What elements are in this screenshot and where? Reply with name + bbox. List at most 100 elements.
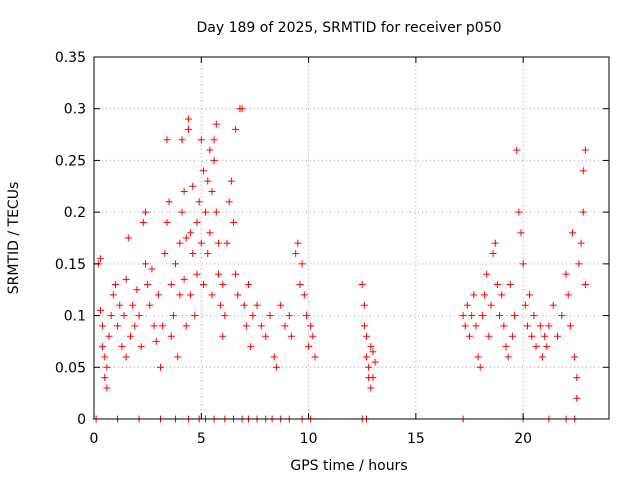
x-tick-label: 5	[197, 431, 206, 447]
data-point	[189, 182, 197, 190]
data-point	[573, 394, 581, 402]
data-point	[187, 291, 195, 299]
data-point	[360, 301, 368, 309]
data-point	[109, 291, 117, 299]
data-point	[193, 270, 201, 278]
data-point	[581, 146, 589, 154]
grid	[94, 57, 609, 419]
data-point	[167, 281, 175, 289]
data-point	[543, 343, 551, 351]
data-point	[472, 322, 480, 330]
data-point	[157, 363, 165, 371]
data-point	[232, 125, 240, 133]
y-tick-label: 0.05	[55, 360, 86, 376]
data-point	[266, 312, 274, 320]
data-point	[474, 353, 482, 361]
data-point	[105, 332, 113, 340]
data-point	[281, 322, 289, 330]
data-point	[212, 120, 220, 128]
data-point	[287, 332, 295, 340]
data-point	[270, 353, 278, 361]
data-point	[483, 270, 491, 278]
data-point	[247, 343, 255, 351]
data-point	[129, 301, 137, 309]
data-point	[363, 353, 371, 361]
data-point	[202, 208, 210, 216]
data-point	[272, 363, 280, 371]
data-point	[538, 353, 546, 361]
data-point	[197, 239, 205, 247]
data-point	[302, 312, 310, 320]
x-tick-label: 10	[300, 431, 318, 447]
data-point	[311, 353, 319, 361]
data-point	[116, 301, 124, 309]
data-point	[461, 322, 469, 330]
data-point	[163, 136, 171, 144]
x-tick-label: 15	[407, 431, 425, 447]
data-point	[489, 250, 497, 258]
data-point	[184, 115, 192, 123]
data-point	[208, 291, 216, 299]
data-point	[131, 322, 139, 330]
data-point	[257, 322, 265, 330]
data-point	[234, 291, 242, 299]
data-point	[371, 358, 379, 366]
data-point	[135, 312, 143, 320]
data-point	[549, 301, 557, 309]
data-point	[161, 250, 169, 258]
y-tick-label: 0.1	[64, 309, 86, 325]
data-point	[99, 322, 107, 330]
data-point	[285, 312, 293, 320]
data-point	[564, 291, 572, 299]
data-point	[463, 301, 471, 309]
data-point	[562, 270, 570, 278]
x-tick-label: 0	[90, 431, 99, 447]
data-point	[159, 322, 167, 330]
data-point	[571, 353, 579, 361]
data-point	[513, 146, 521, 154]
data-point	[358, 281, 366, 289]
data-point	[133, 286, 141, 294]
data-point	[227, 177, 235, 185]
data-point	[579, 208, 587, 216]
data-point	[118, 343, 126, 351]
data-point	[240, 301, 248, 309]
data-point	[195, 198, 203, 206]
data-point	[204, 177, 212, 185]
data-point	[176, 291, 184, 299]
data-point	[519, 260, 527, 268]
y-tick-label: 0.35	[55, 50, 86, 66]
data-point	[242, 322, 250, 330]
data-point	[579, 167, 587, 175]
data-point	[142, 260, 149, 268]
data-point	[101, 374, 109, 382]
data-point	[294, 239, 302, 247]
x-axis-label: GPS time / hours	[290, 458, 407, 474]
data-point	[573, 374, 581, 382]
data-point	[208, 187, 216, 195]
data-point	[545, 322, 553, 330]
data-point	[139, 218, 147, 226]
data-point	[184, 125, 192, 133]
data-point	[101, 353, 109, 361]
data-point	[172, 260, 180, 268]
data-point	[309, 332, 317, 340]
data-point	[191, 312, 199, 320]
data-point	[214, 239, 222, 247]
data-point	[498, 291, 506, 299]
data-point	[305, 343, 313, 351]
data-point	[182, 322, 190, 330]
data-point	[369, 374, 377, 382]
data-point	[476, 363, 484, 371]
data-point	[521, 301, 529, 309]
data-point	[541, 332, 549, 340]
data-point	[517, 229, 525, 237]
data-point	[169, 312, 177, 320]
y-tick-label: 0.3	[64, 102, 86, 118]
data-point	[532, 343, 540, 351]
data-point	[126, 332, 134, 340]
data-point	[146, 301, 154, 309]
data-point	[504, 353, 512, 361]
data-point	[262, 332, 270, 340]
